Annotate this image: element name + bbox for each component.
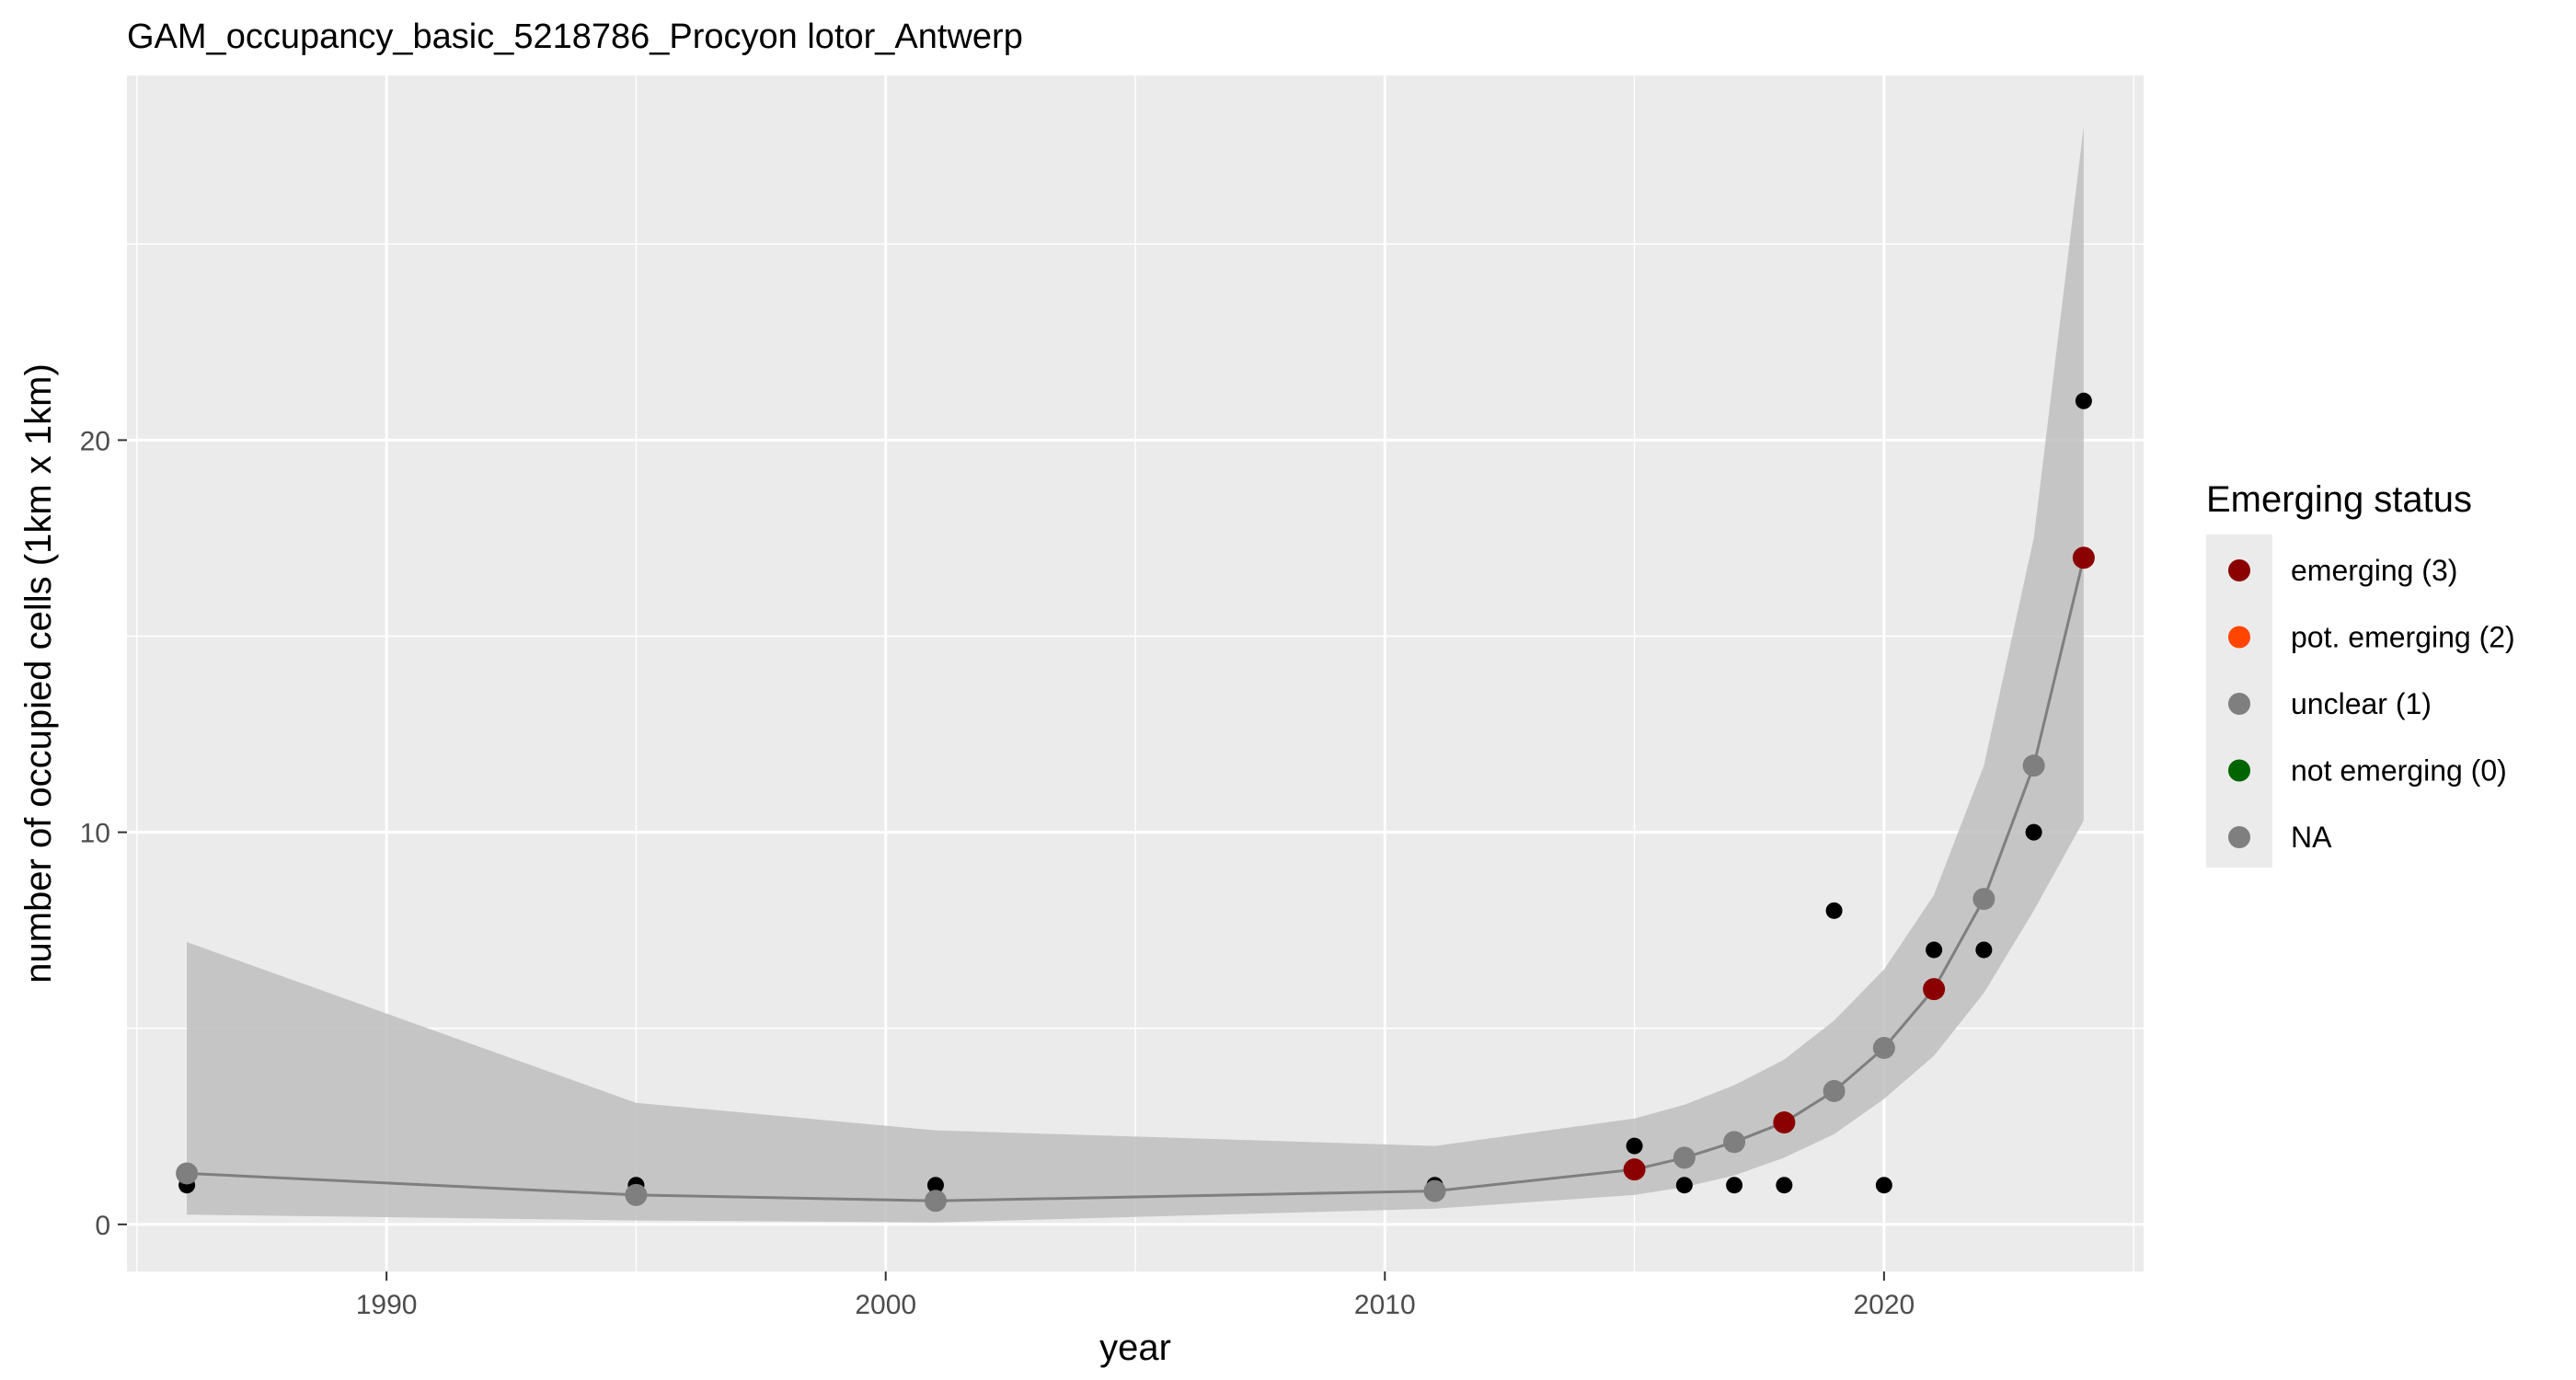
fit-line (187, 557, 2086, 1202)
observed-point (2075, 392, 2092, 409)
legend-label: emerging (3) (2291, 554, 2457, 587)
fitted-point (1623, 1158, 1646, 1181)
legend-label: unclear (1) (2291, 687, 2432, 720)
fitted-point (924, 1190, 947, 1213)
fitted-point (1773, 1111, 1796, 1134)
x-tick-label: 2000 (855, 1290, 916, 1320)
y-axis-tick-labels: 0 10 20 (80, 426, 110, 1240)
legend-label: NA (2291, 821, 2332, 854)
x-axis-tick-labels: 1990 2000 2010 2020 (356, 1290, 1915, 1320)
fitted-point (2072, 546, 2095, 569)
fitted-point (1872, 1037, 1895, 1060)
fitted-point (1972, 888, 1995, 911)
legend-key (2228, 626, 2250, 649)
major-gridlines (127, 75, 2144, 1271)
legend-title: Emerging status (2206, 479, 2472, 520)
observed-point (1825, 902, 1843, 919)
legend-label: pot. emerging (2) (2291, 621, 2515, 654)
x-tick-label: 2010 (1354, 1290, 1416, 1320)
fitted-point (176, 1162, 199, 1185)
observed-point (926, 1177, 944, 1194)
axis-ticks (118, 439, 1885, 1281)
legend-key (2228, 759, 2250, 782)
observed-point (2025, 823, 2042, 841)
legend: Emerging status emerging (3) pot. emergin… (2206, 479, 2515, 868)
y-tick-label: 0 (95, 1211, 110, 1241)
fit-line-layer (187, 557, 2086, 1202)
observed-point (1776, 1177, 1793, 1194)
fitted-point (2022, 754, 2045, 777)
x-axis-title: year (1099, 1328, 1171, 1368)
fitted-point (1423, 1179, 1446, 1202)
observed-point (1675, 1177, 1693, 1194)
legend-key (2228, 693, 2250, 715)
fitted-point (1823, 1079, 1846, 1102)
fitted-points-layer (176, 546, 2095, 1213)
legend-entries: emerging (3) pot. emerging (2) unclear (1)… (2228, 554, 2515, 854)
confidence-ribbon-layer (187, 126, 2084, 1223)
legend-key (2228, 559, 2250, 581)
fitted-point (1673, 1146, 1696, 1169)
chart-title: GAM_occupancy_basic_5218786_Procyon loto… (127, 17, 1023, 56)
observed-point (1626, 1137, 1643, 1155)
observed-point (1926, 941, 1943, 959)
fitted-point (625, 1183, 648, 1206)
observed-point (1875, 1177, 1892, 1194)
minor-gridlines (127, 75, 2144, 1271)
observed-point (1975, 941, 1993, 959)
y-tick-label: 10 (80, 819, 110, 849)
y-tick-label: 20 (80, 426, 110, 456)
fitted-point (1723, 1131, 1746, 1154)
x-tick-label: 1990 (356, 1290, 418, 1320)
x-tick-label: 2020 (1853, 1290, 1915, 1320)
legend-key (2228, 826, 2250, 848)
confidence-ribbon (187, 126, 2084, 1223)
y-axis-title: number of occupied cells (1km x 1km) (18, 363, 59, 983)
observed-point (1726, 1177, 1743, 1194)
fitted-point (1923, 978, 1946, 1001)
legend-label: not emerging (0) (2291, 754, 2507, 788)
